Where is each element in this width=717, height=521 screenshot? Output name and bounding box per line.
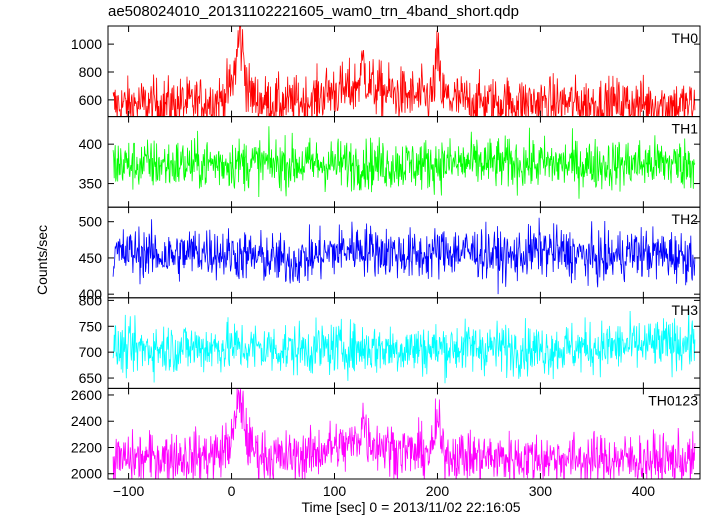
- x-tick-label: 200: [426, 483, 450, 499]
- series-line-th0: [112, 26, 696, 117]
- y-axis-label: Counts/sec: [34, 225, 50, 295]
- panel-label: TH1: [672, 121, 699, 137]
- panel-th0123: 2000 2200 2400 2600 TH0123: [71, 387, 701, 482]
- y-tick-label: 400: [79, 286, 103, 302]
- y-tick-label: 2400: [71, 413, 102, 429]
- series-line-th2: [112, 217, 696, 295]
- x-tick-label: 0: [228, 483, 236, 499]
- panel-label: TH3: [672, 302, 699, 318]
- y-tick-label: 800: [79, 292, 103, 308]
- panel-th1: 350 400 TH1: [79, 116, 701, 208]
- series-line-th1: [112, 126, 696, 199]
- y-tick-label: 2200: [71, 439, 102, 455]
- y-tick-label: 2000: [71, 466, 102, 482]
- y-tick-label: 2600: [71, 387, 102, 403]
- y-tick-label: 800: [79, 64, 103, 80]
- y-tick-label: 450: [79, 250, 103, 266]
- panel-label: TH2: [672, 211, 699, 227]
- x-tick-label: 100: [323, 483, 347, 499]
- chart-title: ae508024010_20131102221605_wam0_trn_4ban…: [108, 3, 519, 20]
- y-tick-label: 650: [79, 370, 103, 386]
- panel-th3: 650 700 750 800 TH3: [79, 292, 701, 389]
- y-tick-label: 700: [79, 344, 103, 360]
- y-tick-label: 400: [79, 136, 103, 152]
- panel-label: TH0123: [648, 392, 698, 408]
- panel-frame: [107, 387, 701, 480]
- y-tick-label: 1000: [71, 36, 102, 52]
- panel-th0: 600 800 1000 TH0: [71, 25, 701, 118]
- y-tick-label: 600: [79, 92, 103, 108]
- x-tick-label: 300: [529, 483, 553, 499]
- x-tick-label: 400: [632, 483, 656, 499]
- y-tick-label: 350: [79, 176, 103, 192]
- series-line-th0123: [112, 388, 696, 479]
- y-tick-label: 750: [79, 318, 103, 334]
- y-tick-label: 500: [79, 214, 103, 230]
- x-tick-label: −100: [113, 483, 145, 499]
- panel-th2: 400 450 500 TH2: [79, 206, 701, 302]
- x-axis-label: Time [sec] 0 = 2013/11/02 22:16:05: [301, 499, 520, 515]
- panel-label: TH0: [672, 30, 699, 46]
- series-line-th3: [112, 309, 696, 384]
